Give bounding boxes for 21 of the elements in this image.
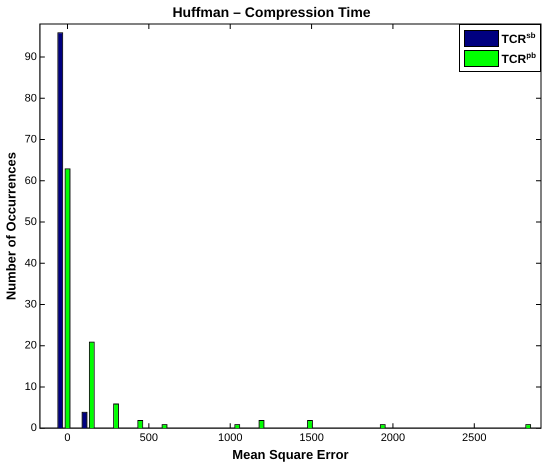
y-tick-label: 20 [24, 340, 37, 352]
y-tick-label: 60 [24, 174, 37, 187]
y-tick-label: 70 [24, 134, 37, 146]
y-tick-label: 10 [24, 380, 37, 393]
chart-title: Huffman – Compression Time [171, 4, 372, 20]
y-tick-label: 80 [24, 92, 37, 104]
y-tick-label: 30 [24, 298, 37, 310]
x-tick-label: 2000 [380, 432, 406, 444]
x-tick-label: 1000 [218, 432, 242, 444]
legend-label: TCR$^{pb}$ [502, 50, 536, 66]
x-tick-label: 1500 [299, 432, 324, 444]
y-tick-label: 40 [24, 257, 37, 270]
x-axis-title: Mean Square Error [232, 446, 349, 462]
x-tick-label: 0 [64, 432, 71, 444]
y-tick-label: 90 [24, 51, 37, 64]
x-tick-label: 500 [140, 432, 158, 444]
y-tick-label: 50 [24, 216, 37, 228]
y-tick-label: 0 [30, 422, 37, 434]
y-axis-title: Number of Occurrences [3, 152, 18, 300]
x-tick-label: 2500 [462, 432, 487, 444]
legend-label: TCR$^{sb}$ [502, 30, 536, 46]
